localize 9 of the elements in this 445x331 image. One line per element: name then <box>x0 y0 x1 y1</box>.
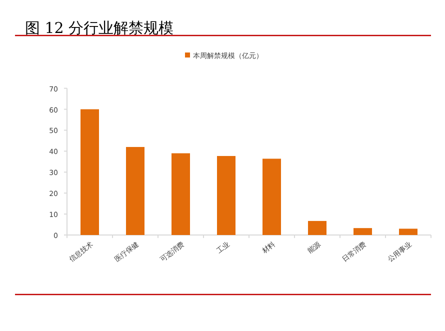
bar <box>399 228 418 235</box>
bar <box>354 228 372 235</box>
bar <box>217 156 236 235</box>
bar <box>126 146 144 235</box>
bar <box>262 158 281 235</box>
bar <box>308 220 326 235</box>
bar <box>80 109 99 235</box>
chart-title: 图 12 分行业解禁规模 <box>25 19 174 37</box>
bar <box>172 153 190 235</box>
